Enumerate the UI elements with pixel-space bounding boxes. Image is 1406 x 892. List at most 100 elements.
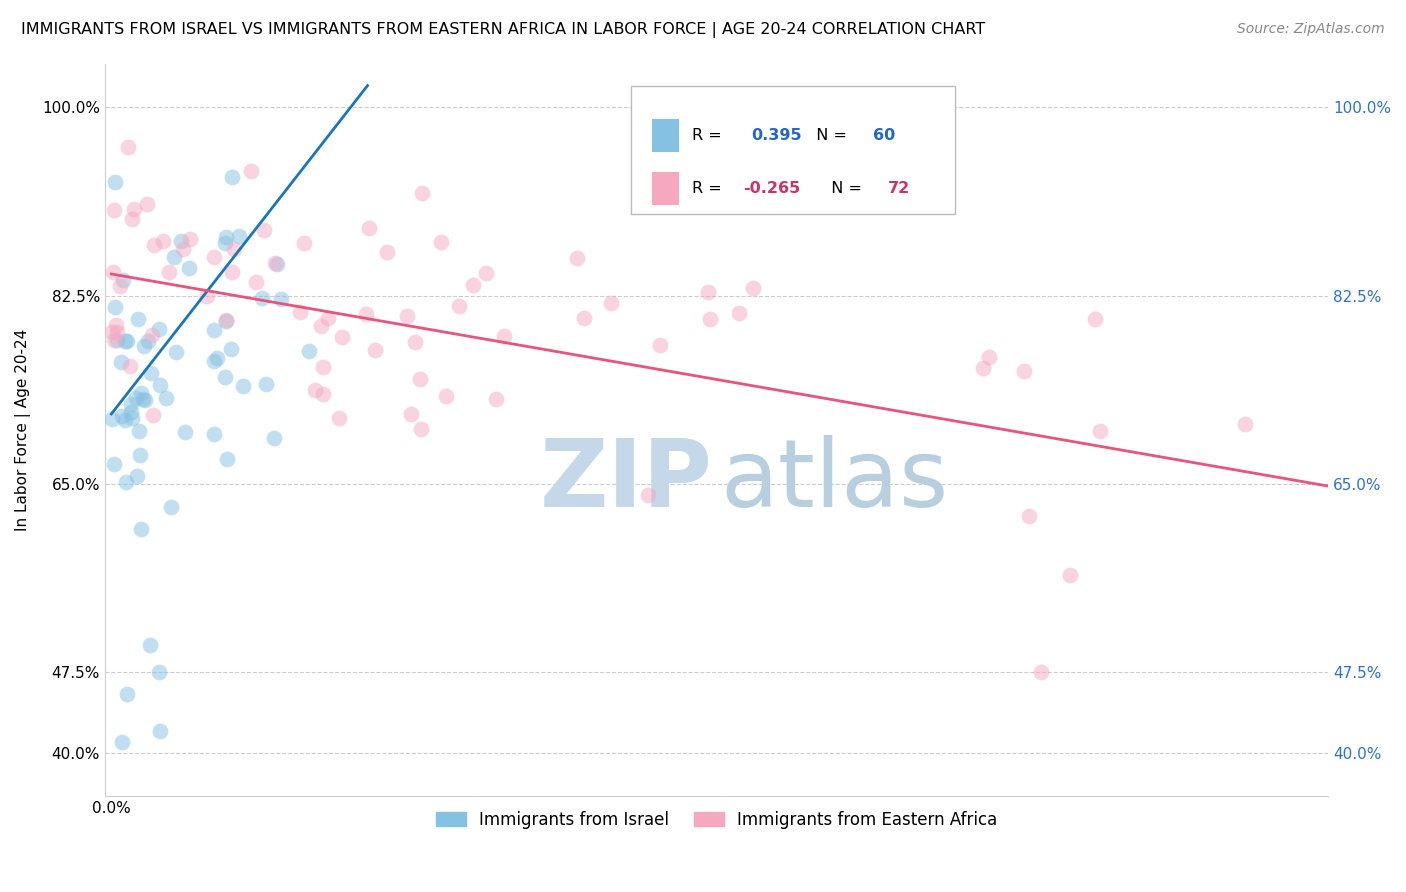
Point [121, 212, 143, 227]
Point [111, 409, 134, 424]
Point [375, 244, 398, 259]
Point [149, 724, 172, 739]
Point [128, 424, 150, 438]
Point [430, 235, 453, 249]
Point [298, 344, 321, 359]
Point [129, 522, 152, 536]
Point [574, 311, 596, 326]
Point [125, 391, 148, 405]
Point [163, 250, 186, 264]
Point [357, 220, 380, 235]
Point [115, 475, 138, 489]
Point [139, 639, 162, 653]
Point [240, 164, 263, 178]
Point [354, 307, 377, 321]
Point [104, 176, 127, 190]
Point [254, 377, 277, 392]
Point [215, 313, 238, 327]
Point [263, 431, 285, 445]
Point [411, 186, 433, 201]
Point [207, 351, 229, 365]
Point [253, 223, 276, 237]
Text: R =: R = [692, 181, 727, 196]
Point [152, 234, 174, 248]
Point [1029, 665, 1052, 680]
Legend: Immigrants from Israel, Immigrants from Eastern Africa: Immigrants from Israel, Immigrants from … [429, 804, 1004, 835]
Point [214, 369, 236, 384]
Point [648, 338, 671, 352]
Point [309, 318, 332, 333]
Point [179, 232, 201, 246]
Point [1234, 417, 1257, 431]
Point [292, 236, 315, 251]
Point [157, 265, 180, 279]
Point [224, 242, 246, 256]
Point [1012, 364, 1035, 378]
Point [221, 265, 243, 279]
Text: N =: N = [821, 181, 866, 196]
Point [600, 295, 623, 310]
Y-axis label: In Labor Force | Age 20-24: In Labor Force | Age 20-24 [15, 329, 31, 532]
Point [177, 260, 200, 275]
Text: N =: N = [806, 128, 852, 143]
Point [434, 389, 457, 403]
Point [328, 411, 350, 425]
Point [103, 334, 125, 348]
Bar [652, 120, 679, 152]
Point [149, 378, 172, 392]
Point [101, 325, 124, 339]
Point [103, 202, 125, 217]
Point [148, 322, 170, 336]
FancyBboxPatch shape [631, 86, 955, 214]
Point [252, 292, 274, 306]
Point [111, 273, 134, 287]
Point [142, 238, 165, 252]
Point [202, 427, 225, 442]
Point [214, 236, 236, 251]
Point [134, 339, 156, 353]
Point [1018, 509, 1040, 524]
Point [215, 451, 238, 466]
Point [409, 372, 432, 386]
Point [117, 334, 139, 348]
Point [404, 335, 426, 350]
Point [139, 367, 162, 381]
Point [127, 312, 149, 326]
Point [202, 250, 225, 264]
Point [1088, 424, 1111, 438]
Point [120, 405, 142, 419]
Point [728, 306, 751, 320]
Point [202, 353, 225, 368]
Point [475, 266, 498, 280]
Point [1059, 568, 1081, 582]
Point [124, 202, 146, 217]
Point [215, 313, 238, 327]
Point [172, 242, 194, 256]
Point [316, 311, 339, 326]
Point [742, 280, 765, 294]
Point [121, 411, 143, 425]
Point [232, 379, 254, 393]
Text: 60: 60 [873, 128, 896, 143]
Point [266, 257, 288, 271]
Point [202, 323, 225, 337]
Point [697, 285, 720, 299]
Text: 72: 72 [887, 181, 910, 196]
Point [396, 309, 419, 323]
Point [463, 278, 485, 293]
Point [110, 355, 132, 369]
Point [103, 457, 125, 471]
Point [637, 488, 659, 502]
Point [972, 361, 994, 376]
Point [173, 425, 195, 440]
Point [129, 385, 152, 400]
Point [221, 342, 243, 356]
Point [165, 345, 187, 359]
Point [111, 735, 134, 749]
Point [1084, 312, 1107, 326]
Point [979, 350, 1001, 364]
Point [195, 289, 218, 303]
Point [105, 318, 128, 332]
Point [364, 343, 387, 358]
Point [125, 469, 148, 483]
